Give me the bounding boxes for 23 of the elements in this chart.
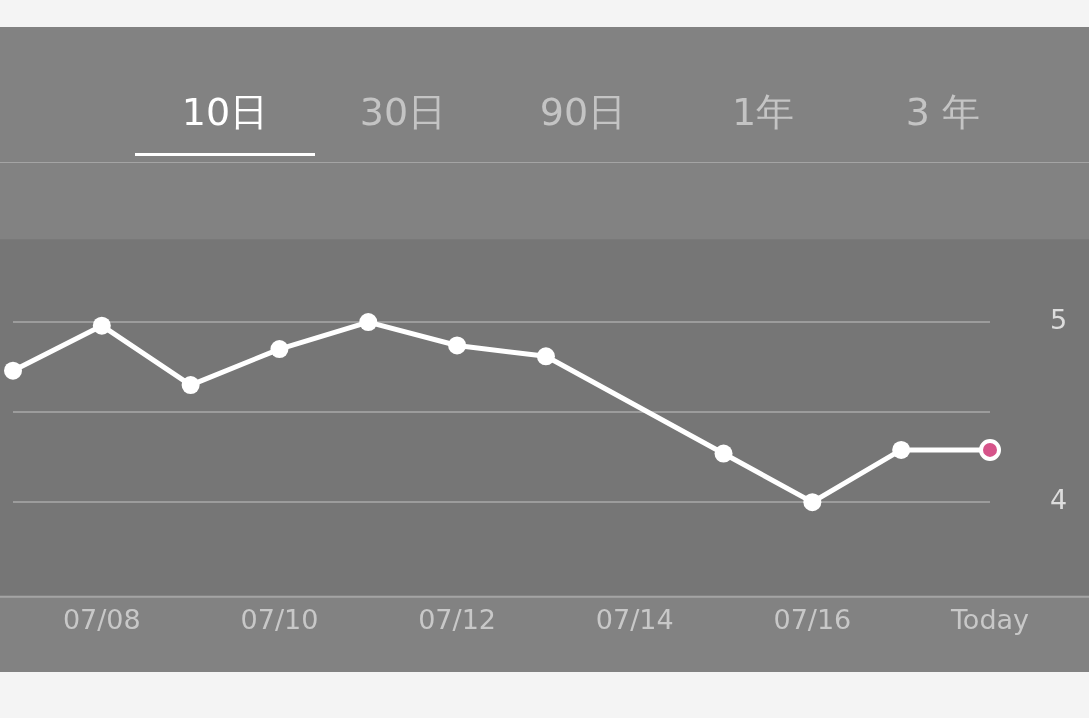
x-tick-label: Today (949, 604, 1030, 636)
y-tick-label: 4 (1050, 484, 1068, 516)
text: 10日 (180, 89, 270, 136)
x-tick-label: 07/14 (595, 604, 674, 636)
x-tick-label: 07/10 (240, 604, 319, 636)
text: 90日 (538, 89, 628, 136)
text: 30日 (358, 89, 448, 136)
point (92, 316, 111, 335)
point (270, 340, 289, 359)
x-tick-label: 07/08 (62, 604, 141, 636)
point (359, 313, 378, 332)
y-tick-label: 5 (1050, 304, 1068, 336)
point (181, 376, 200, 395)
text: 3 年 (904, 89, 982, 136)
x-tick-label: 07/16 (773, 604, 852, 636)
point (536, 347, 555, 366)
text: 1年 (730, 89, 796, 136)
point (892, 440, 911, 459)
point (714, 444, 733, 463)
point (448, 336, 467, 355)
x-tick-label: 07/12 (418, 604, 496, 636)
point (803, 493, 822, 512)
point (4, 361, 22, 380)
